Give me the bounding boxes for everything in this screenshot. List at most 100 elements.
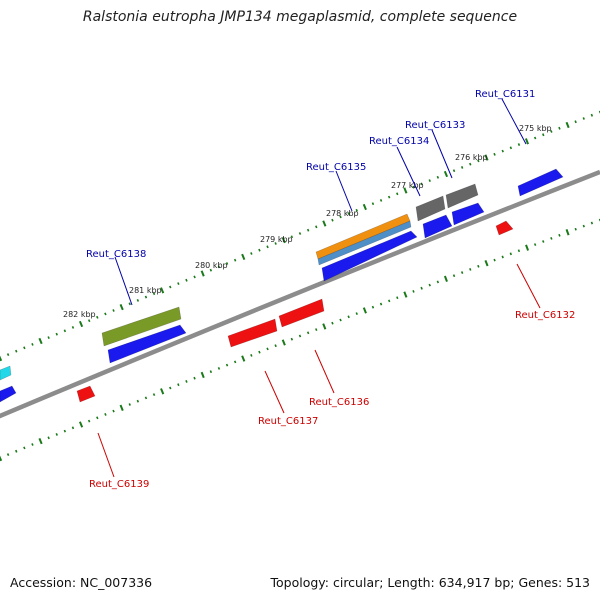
tick-mark: [436, 280, 440, 284]
tick-mark: [322, 220, 327, 227]
tick-mark: [258, 248, 261, 252]
gene-partial-blue-left[interactable]: [0, 385, 17, 403]
tick-mark: [0, 455, 3, 462]
label-reut-c6135[interactable]: Reut_C6135: [306, 162, 366, 173]
kbp-label-279: 279 kbp: [260, 235, 293, 244]
tick-mark: [55, 433, 58, 436]
tick-mark: [152, 292, 156, 296]
tick-mark: [574, 227, 577, 231]
tick-mark: [200, 270, 205, 277]
gene-blue-under-6133[interactable]: [451, 202, 485, 226]
tick-mark: [281, 237, 286, 244]
tick-mark: [266, 347, 269, 351]
gene-blue-6138-pair[interactable]: [107, 324, 187, 364]
label-leader-lines: [97, 98, 541, 478]
tick-mark: [484, 154, 489, 161]
tick-mark: [331, 321, 334, 325]
tick-mark: [47, 336, 50, 340]
tick-mark: [558, 126, 561, 130]
tick-mark: [443, 170, 449, 178]
tick-mark: [209, 370, 213, 374]
tick-mark: [258, 350, 261, 354]
tick-mark: [331, 218, 334, 222]
kbp-label-282: 282 kbp: [63, 310, 96, 319]
label-reut-c6136[interactable]: Reut_C6136: [309, 397, 369, 408]
plasmid-backbone: [0, 169, 600, 419]
tick-mark: [290, 337, 294, 341]
label-reut-c6131[interactable]: Reut_C6131: [475, 89, 535, 100]
tick-mark: [233, 258, 237, 262]
tick-mark: [225, 262, 229, 265]
tick-mark: [193, 275, 196, 279]
gene-reut-c6137[interactable]: [227, 318, 278, 348]
tick-mark: [78, 320, 84, 328]
gene-steel-6135-pair[interactable]: [317, 220, 412, 266]
kbp-label-278: 278 kbp: [326, 209, 359, 218]
label-reut-c6133[interactable]: Reut_C6133: [405, 120, 465, 131]
tick-mark: [460, 166, 464, 169]
tick-mark: [347, 212, 350, 216]
tick-mark: [517, 143, 521, 146]
tick-mark: [590, 113, 594, 117]
label-reut-c6138[interactable]: Reut_C6138: [86, 249, 146, 260]
gene-blue-6135-pair[interactable]: [321, 230, 418, 282]
gene-reut-c6132[interactable]: [495, 220, 514, 236]
tick-mark: [460, 271, 464, 274]
tick-mark: [509, 146, 513, 150]
tick-mark: [322, 323, 327, 330]
label-reut-c6139[interactable]: Reut_C6139: [89, 479, 149, 490]
tick-mark: [87, 419, 91, 423]
gene-reut-c6134[interactable]: [415, 195, 446, 222]
tick-mark: [347, 315, 350, 319]
label-reut-c6132[interactable]: Reut_C6132: [515, 310, 575, 321]
tick-mark: [420, 286, 423, 290]
tick-mark: [136, 399, 140, 403]
tick-mark: [524, 138, 530, 145]
tick-mark: [582, 117, 585, 120]
tick-mark: [225, 363, 229, 367]
tick-mark: [38, 337, 43, 345]
gene-reut-c6139[interactable]: [76, 385, 96, 403]
tick-mark: [281, 339, 286, 346]
tick-mark: [371, 202, 375, 206]
tick-mark: [501, 149, 504, 153]
tick-mark: [217, 265, 221, 269]
gene-reut-c6136[interactable]: [278, 298, 325, 328]
tick-mark: [250, 252, 253, 255]
tick-mark: [6, 453, 10, 457]
tick-mark: [379, 302, 383, 306]
tick-mark: [443, 275, 448, 282]
gene-reut-c6131[interactable]: [517, 168, 564, 197]
label-reut-c6137[interactable]: Reut_C6137: [258, 416, 318, 427]
outer-tick-track: [0, 110, 600, 362]
gene-reut-c6133[interactable]: [445, 183, 479, 209]
leader-c6133: [431, 129, 453, 179]
tick-mark: [558, 233, 561, 237]
leader-c6137: [264, 370, 285, 414]
gene-partial-cyan[interactable]: [0, 365, 12, 381]
tick-mark: [582, 224, 585, 228]
tick-mark: [6, 353, 10, 357]
tick-mark: [550, 130, 553, 133]
tick-mark: [517, 249, 521, 253]
topology-text: Topology: circular; Length: 634,917 bp; …: [270, 575, 591, 590]
tick-mark: [217, 366, 221, 370]
kbp-label-280: 280 kbp: [195, 261, 228, 270]
tick-mark: [233, 360, 237, 364]
tick-mark: [420, 182, 423, 186]
tick-mark: [177, 282, 180, 286]
gene-reut-c6138[interactable]: [101, 306, 182, 347]
tick-mark: [525, 244, 530, 251]
tick-mark: [565, 229, 570, 236]
tick-mark: [128, 302, 131, 306]
tick-mark: [306, 331, 310, 335]
tick-mark: [23, 346, 26, 350]
tick-mark: [38, 438, 43, 445]
tick-mark: [339, 318, 342, 322]
gene-blue-under-6134[interactable]: [422, 214, 453, 239]
tick-mark: [241, 355, 246, 362]
tick-mark: [469, 267, 472, 271]
tick-mark: [112, 309, 115, 312]
label-reut-c6134[interactable]: Reut_C6134: [369, 136, 429, 147]
tick-mark: [493, 258, 496, 262]
